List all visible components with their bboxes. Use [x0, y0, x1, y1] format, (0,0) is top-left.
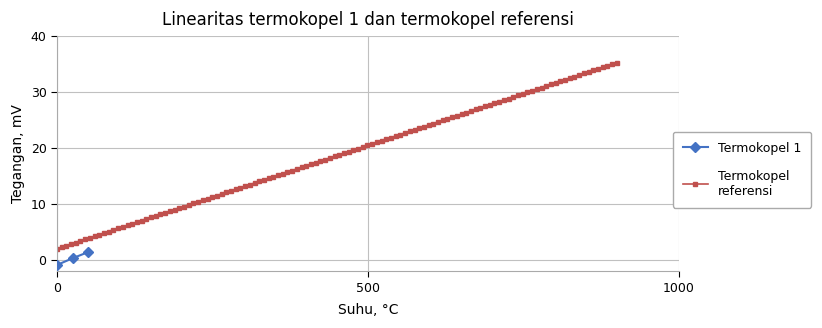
Y-axis label: Tegangan, mV: Tegangan, mV	[12, 104, 25, 203]
Termokopel
referensi	[363, 143, 372, 147]
Legend: Termokopel 1, Termokopel
referensi: Termokopel 1, Termokopel referensi	[673, 132, 811, 208]
X-axis label: Suhu, °C: Suhu, °C	[338, 303, 398, 317]
Termokopel
referensi	[612, 61, 621, 65]
Line: Termokopel
referensi: Termokopel referensi	[54, 60, 619, 251]
Termokopel
referensi	[52, 247, 62, 251]
Termokopel
referensi	[593, 67, 603, 71]
Termokopel 1	[67, 256, 77, 260]
Termokopel
referensi	[494, 100, 504, 104]
Termokopel
referensi	[438, 118, 448, 122]
Termokopel 1	[83, 250, 93, 254]
Termokopel
referensi	[169, 208, 179, 212]
Line: Termokopel 1: Termokopel 1	[53, 249, 91, 268]
Termokopel 1	[52, 263, 62, 267]
Title: Linearitas termokopel 1 dan termokopel referensi: Linearitas termokopel 1 dan termokopel r…	[162, 11, 574, 29]
Termokopel
referensi	[202, 197, 212, 201]
